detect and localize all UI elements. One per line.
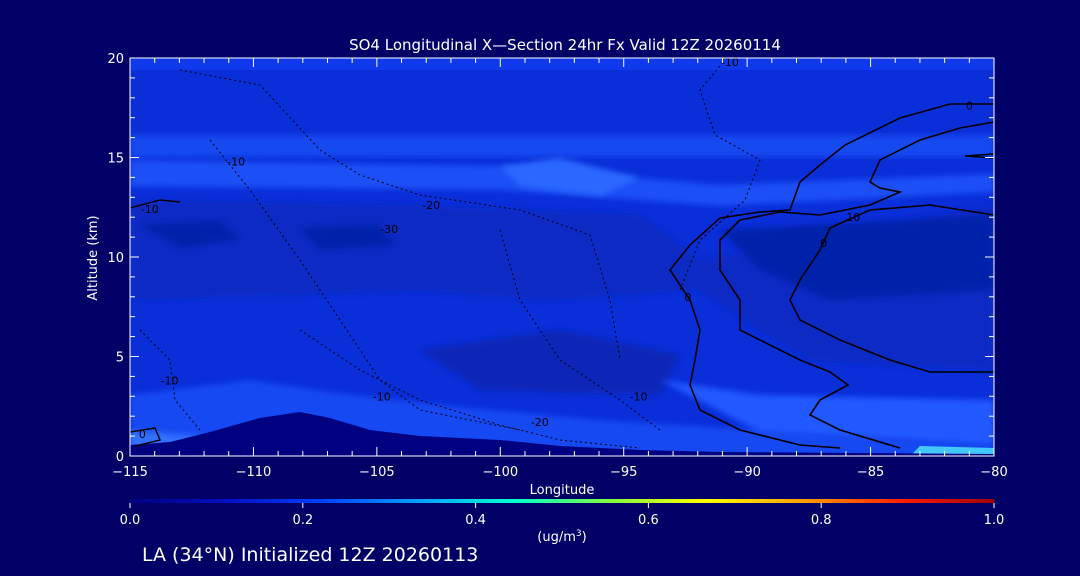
field-band-bright xyxy=(500,158,640,196)
colorbar-tick-label: 1.0 xyxy=(984,513,1005,528)
contour-labels: -10 0 -10 -20 10 -10 -30 0 -10 -10 -10 -20 0 0 xyxy=(139,56,973,441)
terrain xyxy=(130,412,994,456)
y-axis-label: Altitude (km) xyxy=(86,215,101,300)
colorbar-tick-label: 0.6 xyxy=(638,513,659,528)
contour-dotted-2 xyxy=(179,69,621,361)
contour-inner xyxy=(789,204,994,373)
contour-label: -10 xyxy=(373,390,391,403)
colorbar-label-sup: 3 xyxy=(576,529,582,539)
contour-label: -10 xyxy=(721,56,739,69)
x-tick-label: −110 xyxy=(236,465,272,480)
y-tick-label: 20 xyxy=(107,52,124,67)
contour-label: -30 xyxy=(380,223,398,236)
footer-text: LA (34°N) Initialized 12Z 20260113 xyxy=(142,544,478,566)
colorbar xyxy=(130,499,994,503)
contour-dotted-5 xyxy=(299,329,641,449)
y-tick-label: 15 xyxy=(107,152,124,167)
x-axis-label: Longitude xyxy=(530,483,595,498)
colorbar-ticks: 0.0 0.2 0.4 0.6 0.8 1.0 xyxy=(120,503,1005,528)
contour-label: 0 xyxy=(966,100,973,113)
contour-label: -10 xyxy=(630,390,648,403)
field-band-top xyxy=(130,58,994,70)
contour-label: -10 xyxy=(161,374,179,387)
colorbar-tick-label: 0.0 xyxy=(120,513,141,528)
contour-dotted-1 xyxy=(679,65,761,291)
contour-label: 10 xyxy=(846,211,860,224)
chart-title: SO4 Longitudinal X—Section 24hr Fx Valid… xyxy=(349,36,781,54)
x-tick-label: −100 xyxy=(482,465,518,480)
y-tick-label: 10 xyxy=(107,251,124,266)
x-tick-label: −95 xyxy=(610,465,637,480)
contour-label: 0 xyxy=(820,237,827,250)
contour-label: -20 xyxy=(531,416,549,429)
contour-dotted-4 xyxy=(139,329,201,431)
contour-ten xyxy=(719,121,994,449)
y-tick-label: 5 xyxy=(116,351,124,366)
colorbar-tick-label: 0.4 xyxy=(465,513,486,528)
field-band-15km xyxy=(130,135,994,157)
contour-label: -10 xyxy=(141,203,159,216)
y-tick-label: 0 xyxy=(116,450,124,465)
contour-label: 0 xyxy=(684,291,691,304)
x-tick-label: −90 xyxy=(733,465,760,480)
shaded-field xyxy=(130,58,994,456)
field-boundary-bright xyxy=(660,380,994,445)
contour-label: -10 xyxy=(227,155,245,168)
x-tick-label: −80 xyxy=(980,465,1007,480)
contour-west-short xyxy=(130,199,181,209)
colorbar-label-main: (ug/m xyxy=(537,530,576,545)
field-dark-cores xyxy=(140,215,994,300)
colorbar-label: (ug/m3) xyxy=(537,529,586,545)
colorbar-label-end: ) xyxy=(582,530,587,545)
x-axis: −115 −110 −105 −100 −95 −90 −85 −80 xyxy=(112,58,1008,480)
field-surface-east xyxy=(910,446,994,456)
contour-zero-outer xyxy=(669,103,994,449)
contour-west-surface xyxy=(130,427,161,447)
contour-notch xyxy=(964,153,994,159)
contour-lines xyxy=(130,65,994,449)
field-lower-dark xyxy=(420,330,680,395)
x-tick-label: −115 xyxy=(112,465,148,480)
colorbar-tick-label: 0.8 xyxy=(811,513,832,528)
contour-label: -20 xyxy=(422,199,440,212)
x-tick-label: −105 xyxy=(359,465,395,480)
y-axis: 0 5 10 15 20 xyxy=(107,52,994,465)
x-tick-label: −85 xyxy=(857,465,884,480)
contour-label: 0 xyxy=(139,428,146,441)
colorbar-tick-label: 0.2 xyxy=(292,513,313,528)
